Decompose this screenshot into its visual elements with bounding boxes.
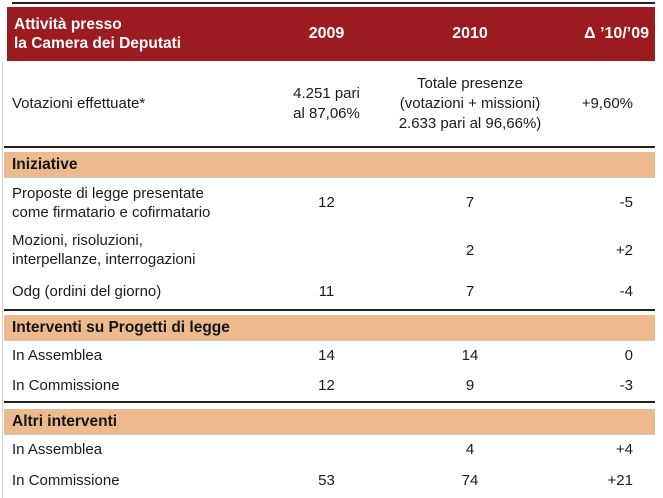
value-delta: +21 bbox=[607, 471, 633, 489]
table-row: In Commissione 12 9 -3 bbox=[7, 370, 655, 401]
section-header-altri-interventi: Altri interventi bbox=[4, 409, 655, 435]
row-label-line1: In Commissione bbox=[12, 471, 120, 489]
value-delta: +9,60% bbox=[581, 95, 633, 112]
row-label-line1: In Assemblea bbox=[12, 441, 103, 458]
row-label: Votazioni effettuate* bbox=[12, 95, 146, 112]
section-title: Altri interventi bbox=[12, 412, 118, 430]
row-label-line1: Mozioni, risoluzioni, bbox=[12, 232, 143, 249]
section-title: Interventi su Progetti di legge bbox=[12, 318, 230, 336]
row-label-line2: come firmatario e cofirmatario bbox=[12, 203, 211, 221]
row-label: Proposte di legge presentate come firmat… bbox=[7, 184, 283, 222]
value-delta: -3 bbox=[619, 377, 633, 394]
value-delta: 0 bbox=[624, 347, 633, 364]
row-label-line1: In Commissione bbox=[12, 377, 120, 394]
value-2010: 9 bbox=[465, 377, 475, 394]
value-2010-line3: 2.633 pari al 96,66%) bbox=[398, 114, 542, 132]
value-2009: 14 bbox=[318, 347, 335, 364]
row-label: In Commissione bbox=[7, 376, 283, 395]
table-row: In Assemblea 4 +4 bbox=[7, 435, 655, 464]
value-2010: 14 bbox=[461, 347, 479, 364]
table-row: Odg (ordini del giorno) 11 7 -4 bbox=[7, 273, 655, 309]
row-label: Odg (ordini del giorno) bbox=[7, 282, 283, 301]
row-label-line2: interpellanze, interrogazioni bbox=[12, 251, 196, 268]
table-left-hairline bbox=[2, 62, 3, 498]
table-row-votazioni: Votazioni effettuate* 4.251 pari al 87,0… bbox=[7, 61, 655, 146]
section-divider bbox=[4, 146, 655, 148]
table-row: Proposte di legge presentate come firmat… bbox=[7, 178, 655, 227]
table-row: In Commissione 53 74 +21 bbox=[7, 464, 655, 496]
section-header-interventi-progetti: Interventi su Progetti di legge bbox=[4, 315, 655, 341]
row-label: Mozioni, risoluzioni, interpellanze, int… bbox=[7, 231, 283, 269]
column-header-delta: Δ ’10/’09 bbox=[584, 25, 649, 42]
value-2010: 74 bbox=[461, 471, 479, 489]
row-label: In Commissione bbox=[7, 471, 283, 490]
value-2010: 7 bbox=[465, 282, 475, 300]
row-label-line1: In Assemblea bbox=[12, 347, 103, 364]
section-header-iniziative: Iniziative bbox=[4, 152, 655, 178]
row-label-line1: Proposte di legge presentate bbox=[12, 184, 204, 202]
value-2009: 12 bbox=[318, 194, 335, 211]
table-title: Attività presso la Camera dei Deputati bbox=[7, 15, 283, 53]
section-divider bbox=[4, 401, 655, 403]
section-divider bbox=[4, 309, 655, 311]
value-delta: +2 bbox=[615, 241, 633, 259]
value-2009: 4.251 pari al 87,06% bbox=[283, 84, 370, 124]
top-rule bbox=[12, 2, 655, 4]
value-2009: 11 bbox=[318, 282, 335, 300]
value-delta: +4 bbox=[615, 441, 633, 458]
table-row: In Assemblea 14 14 0 bbox=[7, 341, 655, 370]
row-label: In Assemblea bbox=[7, 440, 283, 459]
table-row: Mozioni, risoluzioni, interpellanze, int… bbox=[7, 227, 655, 273]
value-2009-line1: 4.251 pari bbox=[293, 84, 360, 102]
value-delta: -5 bbox=[619, 194, 633, 211]
value-2010: 7 bbox=[465, 194, 475, 211]
value-2009: 12 bbox=[318, 377, 335, 394]
value-2009: 53 bbox=[318, 471, 335, 489]
table-title-line1: Attività presso bbox=[14, 16, 122, 33]
table-header-row: Attività presso la Camera dei Deputati 2… bbox=[7, 7, 655, 61]
section-title: Iniziative bbox=[12, 155, 78, 173]
column-header-2009: 2009 bbox=[308, 25, 345, 42]
value-2010-line2: (votazioni + missioni) bbox=[399, 94, 541, 112]
value-2010: Totale presenze (votazioni + missioni) 2… bbox=[370, 74, 570, 134]
value-2010-line1: Totale presenze bbox=[417, 74, 523, 92]
row-label-line1: Odg (ordini del giorno) bbox=[12, 282, 162, 300]
value-2010: 2 bbox=[465, 241, 475, 259]
row-label: In Assemblea bbox=[7, 346, 283, 365]
value-2010: 4 bbox=[465, 441, 475, 458]
table-title-line2: la Camera dei Deputati bbox=[14, 35, 182, 52]
value-2009-line2: al 87,06% bbox=[293, 104, 360, 122]
value-delta: -4 bbox=[619, 282, 633, 300]
column-header-2010: 2010 bbox=[452, 25, 488, 42]
